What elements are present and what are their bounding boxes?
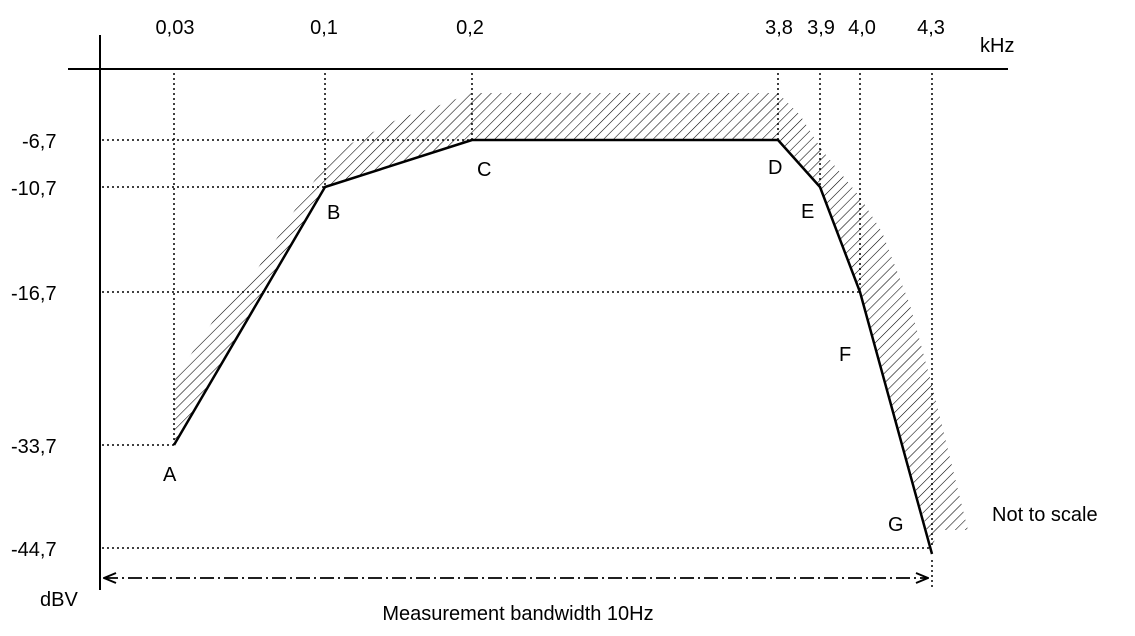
x-tick-label: 3,8: [765, 17, 793, 39]
y-tick-label: -44,7: [11, 539, 57, 561]
x-tick-label: 3,9: [807, 17, 835, 39]
guide-lines: [102, 73, 933, 549]
x-tick-label: 0,2: [456, 17, 484, 39]
x-tick-label: 4,3: [917, 17, 945, 39]
point-label-e: E: [801, 201, 814, 223]
y-tick-label: -6,7: [22, 131, 56, 153]
x-tick-label: 4,0: [848, 17, 876, 39]
point-label-b: B: [327, 202, 340, 224]
bandwidth-label: Measurement bandwidth 10Hz: [382, 603, 653, 625]
point-label-d: D: [768, 157, 782, 179]
not-to-scale-note: Not to scale: [992, 504, 1098, 526]
x-unit-label: kHz: [980, 35, 1014, 57]
y-tick-label: -16,7: [11, 283, 57, 305]
point-label-a: A: [163, 464, 177, 486]
y-tick-label: -10,7: [11, 178, 57, 200]
y-tick-label: -33,7: [11, 436, 57, 458]
point-label-c: C: [477, 159, 491, 181]
x-tick-label: 0,03: [156, 17, 195, 39]
tolerance-band: [174, 93, 968, 548]
point-label-g: G: [888, 514, 904, 536]
mask-curve: [172, 138, 934, 555]
y-unit-label: dBV: [40, 589, 78, 611]
point-label-f: F: [839, 344, 851, 366]
x-tick-label: 0,1: [310, 17, 338, 39]
